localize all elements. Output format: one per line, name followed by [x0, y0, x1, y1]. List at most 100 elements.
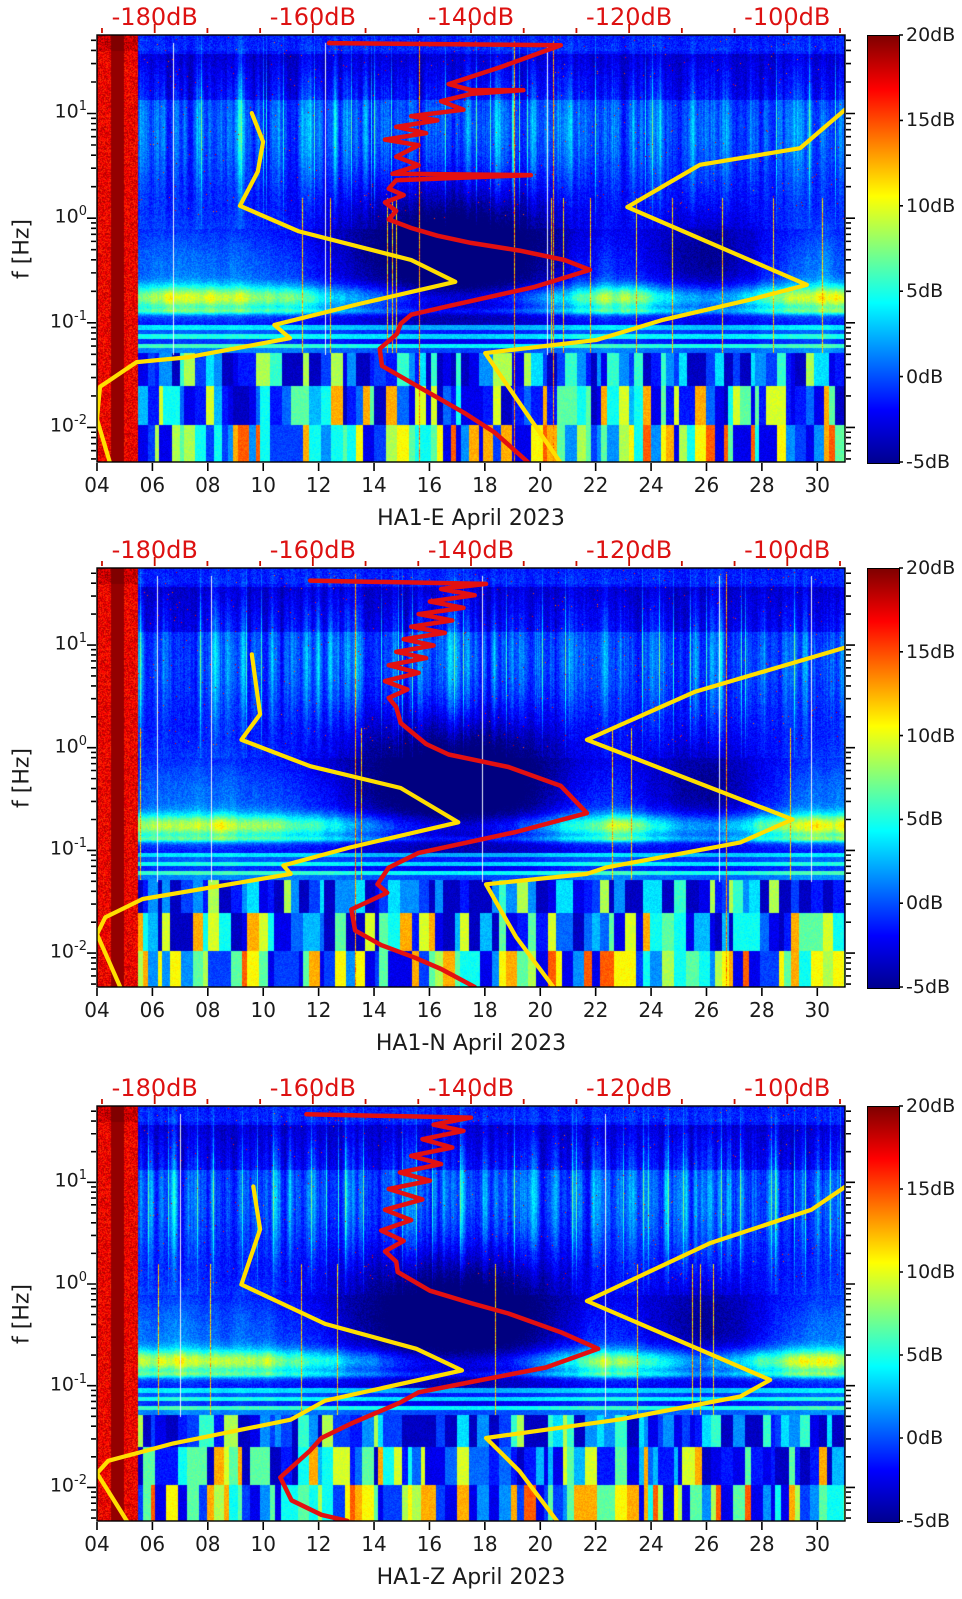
top-axis-tick-label: -140dB — [427, 1074, 515, 1102]
top-axis-red-ticks-panel-1 — [101, 24, 841, 33]
colorbar-tick-label: 0dB — [906, 365, 944, 388]
x-axis-tick-label: 12 — [305, 1532, 332, 1556]
x-axis-tick-label: 28 — [749, 1532, 775, 1556]
colorbar-tick-label: 5dB — [906, 808, 944, 831]
top-axis-tick-label: -180dB — [111, 536, 198, 564]
y-axis-label-panel-2: f [Hz] — [9, 747, 35, 808]
y-axis-label-panel-1: f [Hz] — [9, 218, 35, 279]
top-axis-tick-label: -120dB — [586, 536, 673, 564]
top-axis-tick-label: -160dB — [269, 1074, 356, 1102]
x-axis-tick-label: 08 — [195, 1532, 221, 1556]
x-axis-tick-label: 08 — [195, 473, 221, 497]
y-axis-tick-label: 10-1 — [49, 836, 87, 860]
x-axis-tick-label: 16 — [416, 1532, 443, 1556]
x-axis-tick-label: 10 — [250, 473, 276, 497]
colorbar-panel-1 — [867, 35, 900, 464]
panel-title-HA1-E: HA1-E April 2023 — [377, 506, 565, 531]
x-axis-tick-label: 26 — [693, 1532, 720, 1556]
colorbar-tick-label: 10dB — [906, 194, 956, 217]
y-axis-tick-label: 101 — [54, 99, 87, 123]
colorbar-panel-2 — [867, 568, 900, 989]
top-axis-tick-label: -140dB — [427, 536, 515, 564]
y-axis-tick-label: 101 — [54, 1168, 87, 1192]
x-axis-tick-label: 26 — [693, 998, 720, 1022]
y-axis-label-panel-3: f [Hz] — [9, 1283, 35, 1344]
x-axis-tick-label: 04 — [84, 473, 110, 497]
x-axis-tick-label: 10 — [250, 998, 276, 1022]
colorbar-tick-label: 20dB — [906, 24, 956, 46]
top-axis-red-ticks-panel-3 — [101, 1095, 841, 1104]
x-axis-tick-label: 12 — [305, 998, 332, 1022]
spectrogram-canvas-HA1-N — [97, 568, 845, 987]
colorbar-tick-label: 10dB — [906, 1261, 956, 1283]
x-axis-tick-label: 30 — [804, 1532, 831, 1556]
spectrogram-canvas-HA1-E — [97, 35, 845, 462]
x-axis-tick-label: 18 — [472, 1532, 498, 1556]
x-axis-tick-label: 06 — [139, 473, 166, 497]
top-axis-tick-label: -120dB — [586, 1074, 673, 1102]
x-axis-tick-label: 28 — [749, 473, 775, 497]
x-axis-tick-label: 28 — [749, 998, 775, 1022]
x-axis-tick-label: 18 — [472, 473, 498, 497]
top-axis-tick-label: -100dB — [744, 1074, 831, 1102]
x-axis-tick-label: 18 — [472, 998, 498, 1022]
x-axis-tick-label: 14 — [361, 473, 387, 497]
colorbar-panel-3 — [867, 1106, 900, 1523]
colorbar-tick-label: -5dB — [906, 451, 951, 473]
colorbar-tick-label: 5dB — [906, 1344, 944, 1366]
colorbar-tick-label: 20dB — [906, 1095, 956, 1117]
y-axis-tick-label: 10-2 — [49, 939, 87, 963]
colorbar-tick-label: 15dB — [906, 1178, 956, 1200]
x-axis-tick-label: 08 — [195, 998, 221, 1022]
x-axis-tick-label: 04 — [84, 1532, 110, 1556]
colorbar-tick-label: 15dB — [906, 109, 956, 132]
top-axis-tick-label: -100dB — [744, 3, 831, 31]
x-axis-tick-label: 20 — [527, 473, 553, 497]
x-axis-tick-label: 16 — [416, 473, 443, 497]
x-axis-tick-label: 14 — [361, 1532, 387, 1556]
panel-title-HA1-Z: HA1-Z April 2023 — [376, 1565, 566, 1590]
y-axis-tick-label: 101 — [54, 631, 87, 655]
x-axis-tick-label: 12 — [305, 473, 332, 497]
top-axis-tick-label: -140dB — [427, 3, 515, 31]
y-axis-tick-label: 10-1 — [49, 308, 87, 333]
x-axis-tick-label: 10 — [250, 1532, 276, 1556]
y-axis-tick-label: 10-1 — [49, 1371, 87, 1396]
colorbar-tick-label: 0dB — [906, 1427, 944, 1449]
colorbar-tick-label: 15dB — [906, 640, 956, 663]
x-axis-tick-label: 30 — [804, 998, 831, 1022]
colorbar-tick-label: 5dB — [906, 280, 944, 303]
colorbar-tick-label: -5dB — [906, 1510, 951, 1532]
x-axis-tick-label: 30 — [804, 473, 831, 497]
colorbar-tick-label: 20dB — [906, 557, 956, 579]
x-axis-tick-label: 16 — [416, 998, 443, 1022]
y-axis-tick-label: 10-2 — [49, 413, 87, 437]
x-axis-tick-label: 26 — [693, 473, 720, 497]
colorbar-tick-label: 10dB — [906, 724, 956, 747]
x-axis-tick-label: 14 — [361, 998, 387, 1022]
x-axis-tick-label: 20 — [527, 998, 553, 1022]
x-axis-tick-label: 22 — [582, 473, 609, 497]
x-axis-tick-label: 24 — [638, 473, 664, 497]
x-axis-tick-label: 06 — [139, 998, 166, 1022]
top-axis-tick-label: -180dB — [111, 1074, 198, 1102]
x-axis-tick-label: 24 — [638, 1532, 664, 1556]
spectrogram-canvas-HA1-Z — [97, 1106, 845, 1521]
panel-title-HA1-N: HA1-N April 2023 — [375, 1031, 567, 1056]
top-axis-tick-label: -160dB — [269, 3, 356, 31]
y-axis-tick-label: 10-2 — [49, 1473, 87, 1497]
top-axis-red-ticks-panel-2 — [101, 557, 841, 566]
x-axis-tick-label: 22 — [582, 998, 609, 1022]
top-axis-tick-label: -180dB — [111, 3, 198, 31]
x-axis-tick-label: 22 — [582, 1532, 609, 1556]
colorbar-tick-label: -5dB — [906, 976, 951, 998]
top-axis-tick-label: -160dB — [269, 536, 356, 564]
colorbar-tick-label: 0dB — [906, 892, 944, 915]
x-axis-tick-label: 06 — [139, 1532, 166, 1556]
top-axis-tick-label: -120dB — [586, 3, 673, 31]
top-axis-tick-label: -100dB — [744, 536, 831, 564]
x-axis-tick-label: 20 — [527, 1532, 553, 1556]
x-axis-tick-label: 04 — [84, 998, 110, 1022]
x-axis-tick-label: 24 — [638, 998, 664, 1022]
